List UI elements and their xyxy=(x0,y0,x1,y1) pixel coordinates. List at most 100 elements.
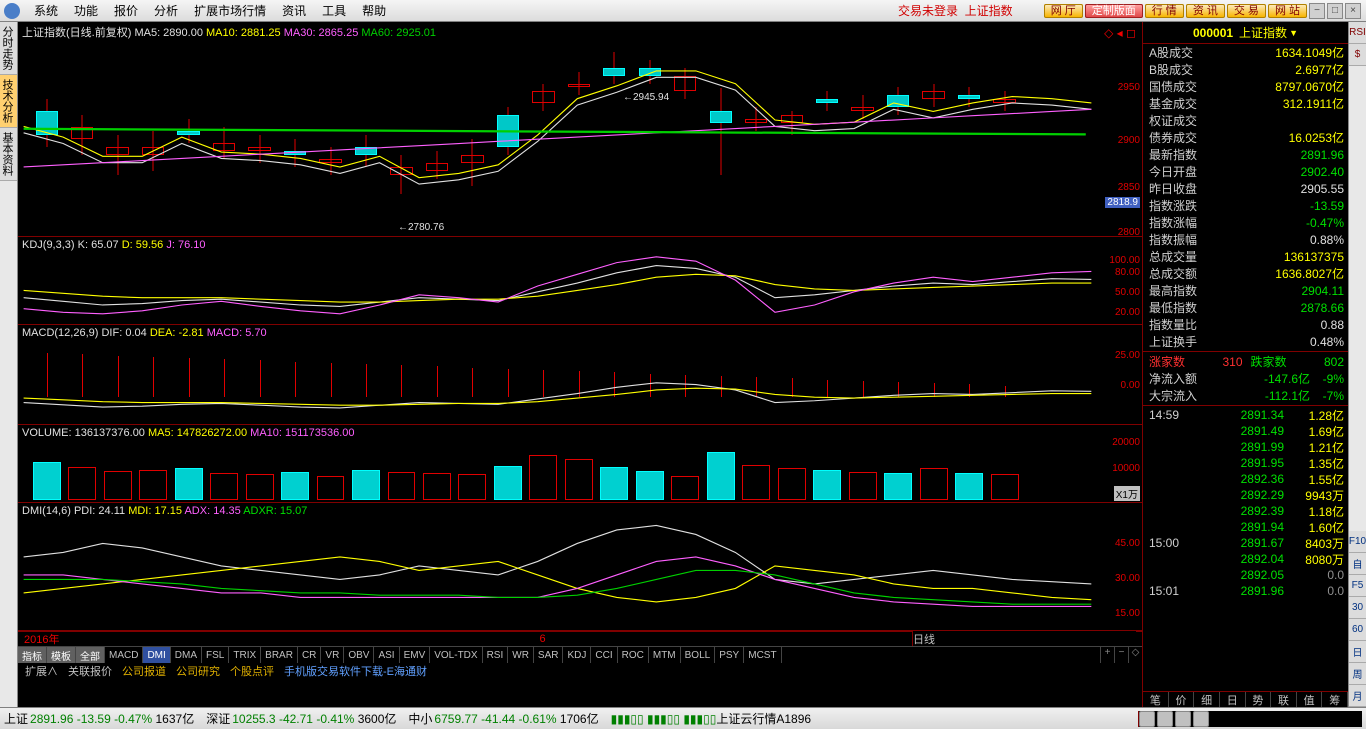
rvtab-自[interactable]: 自 xyxy=(1349,553,1366,575)
minimize-icon[interactable]: − xyxy=(1309,3,1325,19)
indtab-head-指标[interactable]: 指标 xyxy=(18,647,47,663)
indtab-ASI[interactable]: ASI xyxy=(374,647,399,663)
rfoot-细[interactable]: 细 xyxy=(1194,692,1220,707)
topbtn-3[interactable]: 资 讯 xyxy=(1186,4,1225,18)
menu-报价[interactable]: 报价 xyxy=(106,4,146,18)
vtab-2[interactable]: 基本资料 xyxy=(0,128,17,181)
status-icon[interactable] xyxy=(1175,711,1191,727)
topbtn-0[interactable]: 网 厅 xyxy=(1044,4,1083,18)
rvtab-F10[interactable]: F10 xyxy=(1349,531,1366,553)
right-panel: 000001 上证指数 ▼ A股成交1634.1049亿B股成交2.6977亿国… xyxy=(1142,22,1366,707)
topbtn-1[interactable]: 定制版面 xyxy=(1085,4,1143,18)
indtab-PSY[interactable]: PSY xyxy=(715,647,744,663)
vtab-1[interactable]: 技术分析 xyxy=(0,75,17,128)
rvtab-$[interactable]: $ xyxy=(1349,44,1366,66)
link-0[interactable]: 扩展∧ xyxy=(20,663,63,679)
status-cloud: 上证云行情A1896 xyxy=(716,710,811,727)
right-footer-tabs: 笔价细日势联值筹 xyxy=(1143,691,1348,707)
rfoot-价[interactable]: 价 xyxy=(1169,692,1195,707)
menu-工具[interactable]: 工具 xyxy=(314,4,354,18)
topbtn-4[interactable]: 交 易 xyxy=(1227,4,1266,18)
rvtab-60[interactable]: 60 xyxy=(1349,619,1366,641)
tick-row: 2891.941.60亿 xyxy=(1143,519,1348,535)
rvtab-30[interactable]: 30 xyxy=(1349,597,1366,619)
vtab-0[interactable]: 分时走势 xyxy=(0,22,17,75)
tick-row: 2892.299943万 xyxy=(1143,487,1348,503)
indtab-MCST[interactable]: MCST xyxy=(744,647,781,663)
tick-row: 14:592891.341.28亿 xyxy=(1143,407,1348,423)
indtab-VOL-TDX[interactable]: VOL-TDX xyxy=(430,647,482,663)
rvtab-日[interactable]: 日 xyxy=(1349,641,1366,663)
link-4[interactable]: 个股点评 xyxy=(225,663,279,679)
indtab-MACD[interactable]: MACD xyxy=(105,647,143,663)
dropdown-icon[interactable]: ▼ xyxy=(1289,28,1298,38)
indtab-CR[interactable]: CR xyxy=(298,647,321,663)
indtab-head-模板[interactable]: 模板 xyxy=(47,647,76,663)
rvtab-RSI[interactable]: RSI xyxy=(1349,22,1366,44)
flow-row: 净流入额-147.6亿-9% xyxy=(1143,370,1348,387)
indtab-CCI[interactable]: CCI xyxy=(591,647,617,663)
rfoot-笔[interactable]: 笔 xyxy=(1143,692,1169,707)
indtab-DMI[interactable]: DMI xyxy=(143,647,170,663)
indtab-SAR[interactable]: SAR xyxy=(534,647,564,663)
indtab-BRAR[interactable]: BRAR xyxy=(261,647,298,663)
menubar: 系统功能报价分析扩展市场行情资讯工具帮助 交易未登录 上证指数 网 厅定制版面行… xyxy=(0,0,1366,22)
topbtn-2[interactable]: 行 情 xyxy=(1145,4,1184,18)
indtab-KDJ[interactable]: KDJ xyxy=(563,647,591,663)
indtab-EMV[interactable]: EMV xyxy=(400,647,431,663)
stat-row: 上证换手0.48% xyxy=(1143,333,1348,350)
menu-分析[interactable]: 分析 xyxy=(146,4,186,18)
rfoot-筹[interactable]: 筹 xyxy=(1322,692,1348,707)
indtab-FSL[interactable]: FSL xyxy=(202,647,229,663)
link-1[interactable]: 关联报价 xyxy=(63,663,117,679)
indtab-RSI[interactable]: RSI xyxy=(483,647,509,663)
ind-minus-icon[interactable]: − xyxy=(1114,647,1128,663)
topbtn-5[interactable]: 网 站 xyxy=(1268,4,1307,18)
indtab-VR[interactable]: VR xyxy=(321,647,344,663)
stat-row: 最新指数2891.96 xyxy=(1143,146,1348,163)
link-2[interactable]: 公司报道 xyxy=(117,663,171,679)
chart-area: 上证指数(日线.前复权) MA5: 2890.00 MA10: 2881.25 … xyxy=(18,22,1142,707)
menu-帮助[interactable]: 帮助 xyxy=(354,4,394,18)
menu-扩展市场行情[interactable]: 扩展市场行情 xyxy=(186,4,274,18)
ind-plus-icon[interactable]: + xyxy=(1100,647,1114,663)
panel-controls[interactable]: ◇ ◂ ◻ xyxy=(1104,26,1136,40)
rfoot-势[interactable]: 势 xyxy=(1246,692,1272,707)
indtab-OBV[interactable]: OBV xyxy=(344,647,374,663)
status-bar: 上证2891.96 -13.59 -0.47% 1637亿深证10255.3 -… xyxy=(0,707,1366,729)
stat-row: 指数涨跌-13.59 xyxy=(1143,197,1348,214)
rvtab-周[interactable]: 周 xyxy=(1349,663,1366,685)
tick-row: 2891.491.69亿 xyxy=(1143,423,1348,439)
stat-row: 昨日收盘2905.55 xyxy=(1143,180,1348,197)
indtab-head-全部[interactable]: 全部 xyxy=(76,647,105,663)
annot-low: ←2780.76 xyxy=(398,222,444,233)
rvtab-月[interactable]: 月 xyxy=(1349,685,1366,707)
status-icon[interactable] xyxy=(1139,711,1155,727)
kdj-panel: KDJ(9,3,3) K: 65.07 D: 59.56 J: 76.10 10… xyxy=(18,237,1142,325)
link-3[interactable]: 公司研究 xyxy=(171,663,225,679)
link-5[interactable]: 手机版交易软件下载-E海通财 xyxy=(279,663,432,679)
rfoot-值[interactable]: 值 xyxy=(1297,692,1323,707)
status-icon[interactable] xyxy=(1193,711,1209,727)
indtab-WR[interactable]: WR xyxy=(508,647,534,663)
volume-panel: VOLUME: 136137376.00 MA5: 147826272.00 M… xyxy=(18,425,1142,503)
menu-功能[interactable]: 功能 xyxy=(66,4,106,18)
indtab-ROC[interactable]: ROC xyxy=(618,647,649,663)
indtab-DMA[interactable]: DMA xyxy=(171,647,202,663)
menu-资讯[interactable]: 资讯 xyxy=(274,4,314,18)
menu-系统[interactable]: 系统 xyxy=(26,4,66,18)
status-icon[interactable] xyxy=(1157,711,1173,727)
indtab-TRIX[interactable]: TRIX xyxy=(229,647,261,663)
status-深证: 深证10255.3 -42.71 -0.41% 3600亿 xyxy=(206,710,396,727)
close-icon[interactable]: × xyxy=(1345,3,1361,19)
indtab-MTM[interactable]: MTM xyxy=(649,647,681,663)
rvtab-F5[interactable]: F5 xyxy=(1349,575,1366,597)
rfoot-联[interactable]: 联 xyxy=(1271,692,1297,707)
tick-row: 2892.050.0 xyxy=(1143,567,1348,583)
right-vertical-tabs: RSI$ F10自F53060日周月 xyxy=(1348,22,1366,707)
ind-diamond-icon[interactable]: ◇ xyxy=(1128,647,1142,663)
flow-row: 大宗流入-112.1亿-7% xyxy=(1143,387,1348,404)
indtab-BOLL[interactable]: BOLL xyxy=(681,647,716,663)
maximize-icon[interactable]: □ xyxy=(1327,3,1343,19)
rfoot-日[interactable]: 日 xyxy=(1220,692,1246,707)
